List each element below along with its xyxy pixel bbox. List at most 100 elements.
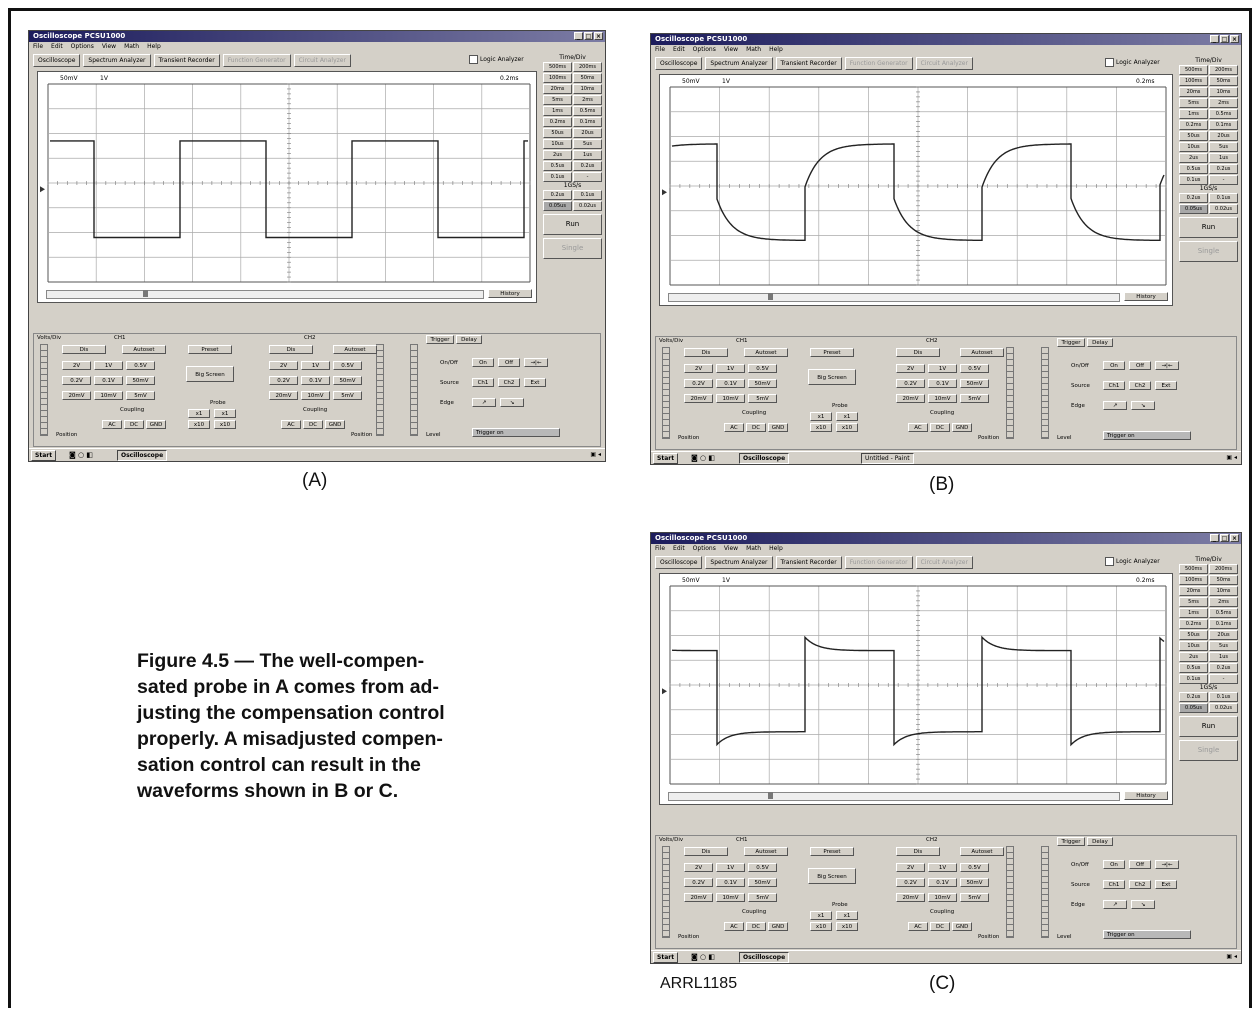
- trigger-level-slider[interactable]: [1041, 347, 1049, 439]
- time-div-button[interactable]: 0.1ms: [1209, 120, 1238, 130]
- ch2-volts-button[interactable]: 0.5V: [333, 361, 362, 370]
- source-ch2-button[interactable]: Ch2: [1129, 381, 1151, 390]
- time-div-button[interactable]: 100ms: [1179, 575, 1208, 585]
- ch2-volts-button[interactable]: 50mV: [333, 376, 362, 385]
- ch2-coupling-button[interactable]: AC: [281, 420, 301, 429]
- menu-math[interactable]: Math: [124, 43, 140, 50]
- probe-button[interactable]: x1: [214, 409, 236, 418]
- time-div-button[interactable]: 2ms: [573, 95, 602, 105]
- trigger-off-button[interactable]: Off: [1129, 361, 1151, 370]
- ch1-volts-button[interactable]: 0.2V: [684, 878, 713, 887]
- menu-math[interactable]: Math: [746, 46, 762, 53]
- close-button[interactable]: ×: [594, 32, 603, 40]
- rising-edge-button[interactable]: ↗: [1103, 900, 1127, 909]
- ch2-volts-button[interactable]: 0.2V: [896, 878, 925, 887]
- ch1-volts-button[interactable]: 0.1V: [94, 376, 123, 385]
- sample-button[interactable]: 0.05us: [1179, 204, 1208, 214]
- logic-analyzer-toggle[interactable]: Logic Analyzer: [1105, 58, 1160, 67]
- time-div-button[interactable]: 1ms: [543, 106, 572, 116]
- ch2-dis-button[interactable]: Dis: [896, 847, 940, 856]
- ch2-coupling-button[interactable]: AC: [908, 423, 928, 432]
- time-div-button[interactable]: -: [1209, 175, 1238, 185]
- time-div-button[interactable]: 500ms: [1179, 564, 1208, 574]
- menu-view[interactable]: View: [723, 545, 739, 552]
- time-div-button[interactable]: 0.2ms: [1179, 619, 1208, 629]
- ch1-volts-button[interactable]: 20mV: [684, 394, 713, 403]
- menu-options[interactable]: Options: [692, 46, 716, 53]
- start-button[interactable]: Start: [653, 952, 679, 963]
- time-div-button[interactable]: 0.5ms: [1209, 608, 1238, 618]
- history-button[interactable]: History: [488, 289, 532, 298]
- ch1-position-slider[interactable]: [40, 344, 48, 436]
- time-div-button[interactable]: 20us: [573, 128, 602, 138]
- single-button[interactable]: Single: [1179, 241, 1238, 262]
- ch2-volts-button[interactable]: 20mV: [896, 893, 925, 902]
- source-ch1-button[interactable]: Ch1: [1103, 880, 1125, 889]
- ch2-position-slider[interactable]: [376, 344, 384, 436]
- ch2-volts-button[interactable]: 50mV: [960, 379, 989, 388]
- source-ext-button[interactable]: Ext: [1155, 880, 1177, 889]
- history-button[interactable]: History: [1124, 791, 1168, 800]
- ch1-volts-button[interactable]: 10mV: [716, 394, 745, 403]
- ch2-coupling-button[interactable]: AC: [908, 922, 928, 931]
- logic-analyzer-checkbox[interactable]: [1105, 557, 1114, 566]
- logic-analyzer-toggle[interactable]: Logic Analyzer: [469, 55, 524, 64]
- menu-file[interactable]: File: [33, 43, 44, 50]
- close-button[interactable]: ×: [1230, 35, 1239, 43]
- ch1-autoset-button[interactable]: Autoset: [744, 847, 788, 856]
- menu-view[interactable]: View: [723, 46, 739, 53]
- tab-oscilloscope[interactable]: Oscilloscope: [33, 54, 81, 67]
- ch1-coupling-button[interactable]: DC: [746, 423, 766, 432]
- run-button[interactable]: Run: [1179, 716, 1238, 737]
- tab-trigger[interactable]: Trigger: [1057, 837, 1085, 846]
- time-div-button[interactable]: 10ms: [573, 84, 602, 94]
- tab-delay[interactable]: Delay: [456, 335, 482, 344]
- ch2-dis-button[interactable]: Dis: [896, 348, 940, 357]
- menu-options[interactable]: Options: [692, 545, 716, 552]
- close-button[interactable]: ×: [1230, 534, 1239, 542]
- trigger-level-slider[interactable]: [410, 344, 418, 436]
- time-div-button[interactable]: 200ms: [1209, 564, 1238, 574]
- menu-view[interactable]: View: [101, 43, 117, 50]
- source-ch2-button[interactable]: Ch2: [1129, 880, 1151, 889]
- ch1-volts-button[interactable]: 50mV: [748, 379, 777, 388]
- big-screen-button[interactable]: Big Screen: [808, 868, 856, 884]
- time-div-button[interactable]: 0.2ms: [1179, 120, 1208, 130]
- probe-button[interactable]: x1: [836, 911, 858, 920]
- taskbar-app-oscilloscope[interactable]: Oscilloscope: [117, 450, 168, 461]
- ch2-volts-button[interactable]: 0.1V: [928, 878, 957, 887]
- menu-options[interactable]: Options: [70, 43, 94, 50]
- time-div-button[interactable]: 5ms: [1179, 98, 1208, 108]
- ch1-volts-button[interactable]: 1V: [716, 364, 745, 373]
- trigger-step-button[interactable]: →|←: [524, 358, 548, 367]
- history-button[interactable]: History: [1124, 292, 1168, 301]
- taskbar-app-oscilloscope[interactable]: Oscilloscope: [739, 952, 790, 963]
- time-div-button[interactable]: 50ms: [1209, 575, 1238, 585]
- sample-button[interactable]: 0.02us: [573, 201, 602, 211]
- tab-oscilloscope[interactable]: Oscilloscope: [655, 556, 703, 569]
- ch2-volts-button[interactable]: 10mV: [301, 391, 330, 400]
- time-div-button[interactable]: 500ms: [1179, 65, 1208, 75]
- trigger-off-button[interactable]: Off: [1129, 860, 1151, 869]
- time-div-button[interactable]: 2ms: [1209, 98, 1238, 108]
- source-ch1-button[interactable]: Ch1: [472, 378, 494, 387]
- trigger-off-button[interactable]: Off: [498, 358, 520, 367]
- sample-button[interactable]: 0.2us: [1179, 193, 1208, 203]
- tab-trigger[interactable]: Trigger: [426, 335, 454, 344]
- ch2-coupling-button[interactable]: GND: [952, 423, 972, 432]
- ch1-volts-button[interactable]: 1V: [716, 863, 745, 872]
- time-div-button[interactable]: 0.1us: [1179, 175, 1208, 185]
- ch1-coupling-button[interactable]: GND: [146, 420, 166, 429]
- time-div-button[interactable]: 10ms: [1209, 586, 1238, 596]
- time-div-button[interactable]: 1ms: [1179, 109, 1208, 119]
- time-scrollbar[interactable]: [668, 792, 1120, 801]
- time-div-button[interactable]: 1us: [1209, 652, 1238, 662]
- ch1-coupling-button[interactable]: DC: [746, 922, 766, 931]
- ch2-volts-button[interactable]: 10mV: [928, 394, 957, 403]
- ch2-position-slider[interactable]: [1006, 347, 1014, 439]
- time-div-button[interactable]: 5ms: [543, 95, 572, 105]
- ch2-volts-button[interactable]: 2V: [896, 863, 925, 872]
- ch2-volts-button[interactable]: 1V: [928, 863, 957, 872]
- probe-button[interactable]: x1: [810, 412, 832, 421]
- time-div-button[interactable]: 50ms: [1209, 76, 1238, 86]
